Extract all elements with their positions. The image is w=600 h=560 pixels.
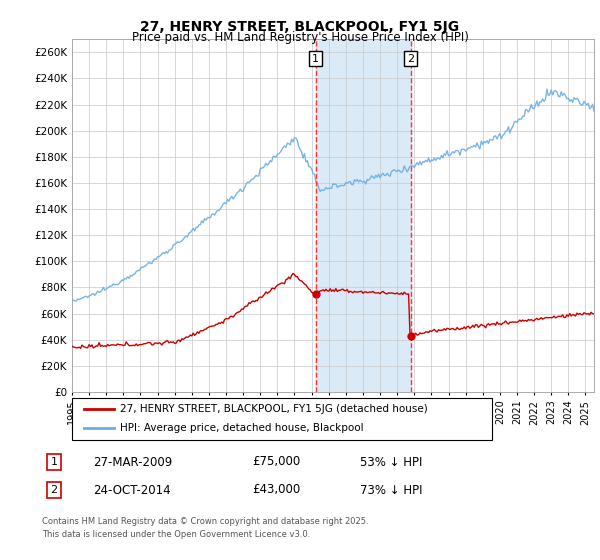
- Text: 2: 2: [407, 54, 414, 64]
- Text: 27, HENRY STREET, BLACKPOOL, FY1 5JG (detached house): 27, HENRY STREET, BLACKPOOL, FY1 5JG (de…: [120, 404, 428, 414]
- Text: Price paid vs. HM Land Registry's House Price Index (HPI): Price paid vs. HM Land Registry's House …: [131, 31, 469, 44]
- Text: Contains HM Land Registry data © Crown copyright and database right 2025.: Contains HM Land Registry data © Crown c…: [42, 517, 368, 526]
- Text: This data is licensed under the Open Government Licence v3.0.: This data is licensed under the Open Gov…: [42, 530, 310, 539]
- Text: 1: 1: [312, 54, 319, 64]
- Text: £43,000: £43,000: [252, 483, 300, 497]
- Text: HPI: Average price, detached house, Blackpool: HPI: Average price, detached house, Blac…: [120, 423, 364, 433]
- Bar: [316, 39, 411, 392]
- Text: 27, HENRY STREET, BLACKPOOL, FY1 5JG: 27, HENRY STREET, BLACKPOOL, FY1 5JG: [140, 20, 460, 34]
- Text: 2: 2: [50, 485, 58, 495]
- Text: 53% ↓ HPI: 53% ↓ HPI: [360, 455, 422, 469]
- Text: 24-OCT-2014: 24-OCT-2014: [93, 483, 170, 497]
- Text: 1: 1: [50, 457, 58, 467]
- Text: 73% ↓ HPI: 73% ↓ HPI: [360, 483, 422, 497]
- Text: 27-MAR-2009: 27-MAR-2009: [93, 455, 172, 469]
- Text: £75,000: £75,000: [252, 455, 300, 469]
